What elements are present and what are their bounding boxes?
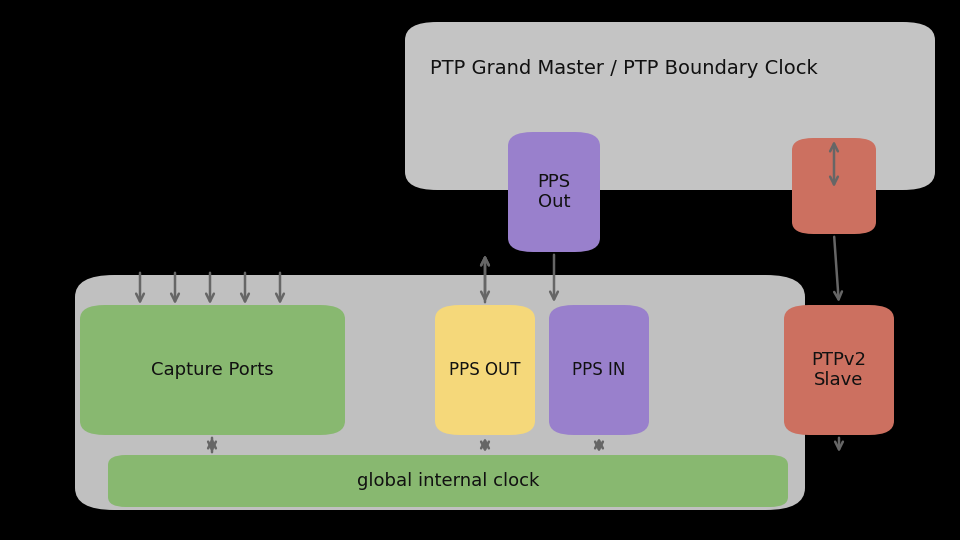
FancyBboxPatch shape [108,455,788,507]
FancyBboxPatch shape [80,305,345,435]
FancyBboxPatch shape [435,305,535,435]
FancyBboxPatch shape [75,275,805,510]
FancyBboxPatch shape [508,132,600,252]
FancyBboxPatch shape [784,305,894,435]
Text: Capture Ports: Capture Ports [151,361,274,379]
Text: fmadio: fmadio [100,394,262,436]
Text: PTP Grand Master / PTP Boundary Clock: PTP Grand Master / PTP Boundary Clock [430,58,818,78]
Text: PTPv2
Slave: PTPv2 Slave [811,350,867,389]
FancyBboxPatch shape [549,305,649,435]
Text: PPS
Out: PPS Out [538,173,570,211]
FancyBboxPatch shape [792,138,876,234]
FancyBboxPatch shape [405,22,935,190]
Text: PPS IN: PPS IN [572,361,626,379]
Text: global internal clock: global internal clock [357,472,540,490]
Text: PPS OUT: PPS OUT [449,361,520,379]
